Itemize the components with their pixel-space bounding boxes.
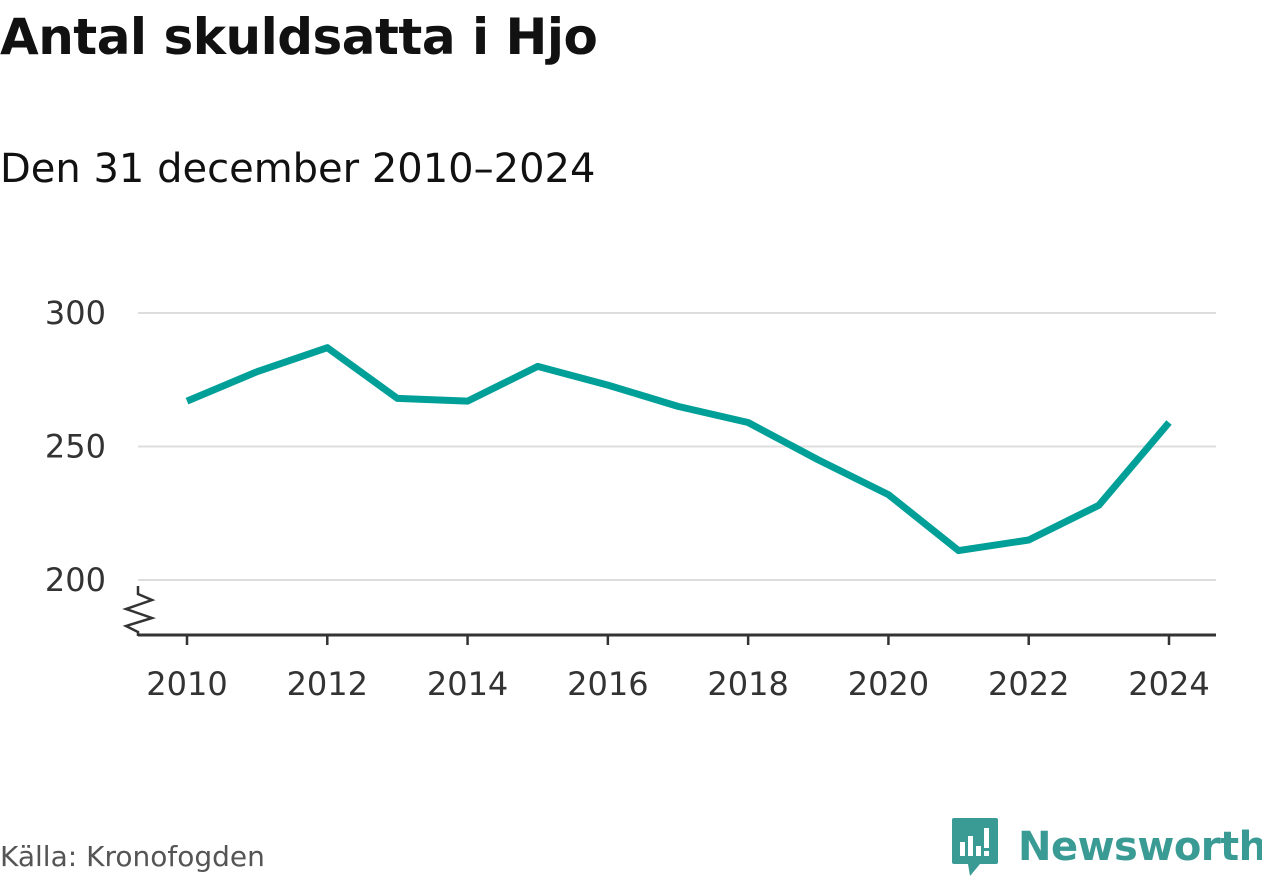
x-tick-label: 2012 <box>287 665 368 703</box>
brand-logo: Newsworthy <box>950 816 1262 878</box>
x-tick-label: 2022 <box>988 665 1069 703</box>
brand-name: Newsworthy <box>1018 824 1262 870</box>
newsworthy-logo-icon <box>952 818 998 876</box>
chart-title: Antal skuldsatta i Hjo <box>0 8 598 66</box>
chart-subtitle: Den 31 december 2010–2024 <box>0 146 596 192</box>
x-tick-label: 2014 <box>427 665 508 703</box>
series-line <box>185 344 1172 555</box>
x-tick-label: 2024 <box>1128 665 1209 703</box>
source-note: Källa: Kronofogden <box>0 840 265 873</box>
x-tick-label: 2016 <box>567 665 648 703</box>
y-tick-label: 250 <box>45 428 106 466</box>
y-axis-break-marker <box>122 586 157 636</box>
line-chart: 200 250 300 2010 2012 2014 2016 2018 2020 2022 202… <box>45 294 1216 703</box>
x-tick-label: 2010 <box>146 665 227 703</box>
x-tick-label: 2020 <box>848 665 929 703</box>
y-tick-label: 200 <box>45 561 106 599</box>
y-tick-label: 300 <box>45 294 106 332</box>
x-tick-label: 2018 <box>707 665 788 703</box>
